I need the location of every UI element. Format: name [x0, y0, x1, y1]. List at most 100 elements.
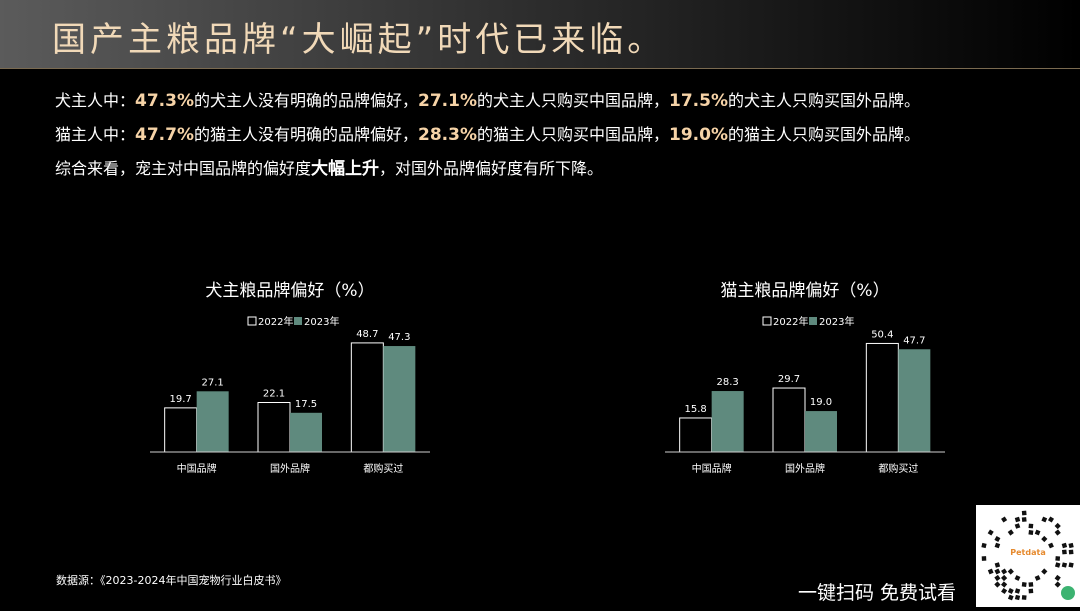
bar-2022年 — [772, 387, 806, 453]
bar-value-label: 47.7 — [903, 335, 925, 346]
qr-brand-label: Petdata — [1010, 548, 1045, 557]
legend-swatch — [809, 317, 817, 325]
qr-module — [1007, 568, 1014, 575]
title-bar: 国产主粮品牌“大崛起”时代已来临。 — [0, 0, 1080, 69]
summary-value: 17.5% — [669, 91, 728, 111]
bar-value-label: 27.1 — [202, 377, 224, 388]
legend-label: 2022年 — [773, 315, 808, 328]
dog-brand-chart: 犬主粮品牌偏好（%） 2022年 2023年 19.7 27.1 中国品牌 22.1 17.5… — [140, 276, 440, 490]
summary-value: 27.1% — [418, 91, 477, 111]
legend-swatch — [247, 316, 257, 326]
qr-module — [1007, 529, 1014, 536]
bar-2023年 — [805, 411, 837, 452]
summary-value: 47.7% — [135, 125, 194, 145]
qr-module — [1001, 568, 1008, 575]
qr-module — [1014, 575, 1021, 581]
legend-swatch — [294, 317, 302, 325]
bar-value-label: 17.5 — [295, 399, 317, 410]
qr-module — [1055, 556, 1061, 561]
chart-title: 犬主粮品牌偏好（%） — [205, 281, 374, 301]
bar-2022年 — [257, 401, 291, 453]
summary-value: 19.0% — [669, 125, 728, 145]
qr-module — [1014, 523, 1021, 529]
qr-module — [1021, 510, 1027, 516]
category-label: 都购买过 — [878, 462, 918, 475]
category-label: 国外品牌 — [785, 462, 825, 475]
qr-module — [1007, 588, 1014, 594]
qr-module — [1028, 523, 1034, 529]
qr-module — [1061, 542, 1068, 549]
bar-value-label: 50.4 — [871, 329, 893, 340]
qr-module — [994, 536, 1001, 542]
bar-2022年 — [164, 407, 198, 453]
bar-value-label: 19.0 — [810, 397, 832, 408]
qr-module — [1041, 568, 1048, 575]
summary-emphasis: 大幅上升 — [311, 159, 380, 179]
bar-value-label: 29.7 — [778, 374, 800, 385]
category-label: 中国品牌 — [177, 462, 217, 475]
qr-module — [1041, 516, 1048, 523]
qr-module — [1054, 581, 1061, 588]
qr-module — [981, 556, 987, 561]
qr-module — [1014, 516, 1021, 523]
dog-chart-svg: 犬主粮品牌偏好（%） 2022年 2023年 19.7 27.1 中国品牌 22.1 17.5… — [150, 281, 430, 475]
cat-chart-svg: 猫主粮品牌偏好（%） 2022年 2023年 15.8 28.3 中国品牌 29.7 19.0… — [665, 281, 945, 475]
bar-2022年 — [350, 342, 384, 453]
qr-module — [994, 581, 1001, 588]
category-label: 国外品牌 — [270, 462, 310, 475]
qr-code-icon: Petdata — [981, 510, 1075, 601]
qr-module — [1068, 562, 1074, 568]
qr-module — [1014, 588, 1021, 594]
category-label: 中国品牌 — [692, 462, 732, 475]
data-source: 数据源：《2023-2024年中国宠物行业白皮书》 — [56, 574, 287, 587]
page-title: 国产主粮品牌“大崛起”时代已来临。 — [52, 20, 666, 60]
qr-module — [1068, 549, 1074, 555]
bar-2022年 — [679, 417, 713, 453]
qr-module — [987, 529, 994, 536]
qr-module — [1047, 516, 1055, 523]
legend-label: 2023年 — [304, 315, 339, 328]
bar-value-label: 15.8 — [685, 404, 707, 415]
summary-text: 的犬主人只购买国外品牌。 — [728, 91, 921, 110]
summary-text: ，对国外品牌偏好度有所下降。 — [379, 159, 604, 178]
qr-module — [1021, 517, 1027, 522]
qr-module — [1001, 587, 1008, 595]
bar-value-label: 28.3 — [717, 377, 739, 388]
qr-code[interactable]: Petdata — [976, 505, 1080, 607]
qr-module — [987, 568, 994, 575]
qr-module — [1054, 529, 1061, 536]
summary-value: 28.3% — [418, 125, 477, 145]
qr-module — [1034, 575, 1041, 581]
bar-value-label: 48.7 — [356, 329, 378, 340]
summary-text: 综合来看，宠主对中国品牌的偏好度 — [55, 159, 312, 178]
qr-module — [1028, 530, 1034, 535]
summary-text: 的猫主人只购买国外品牌。 — [728, 125, 921, 144]
summary-text: 犬主人中： — [55, 91, 136, 110]
qr-module — [1068, 542, 1074, 549]
summary: 犬主人中：47.3%的犬主人没有明确的品牌偏好，27.1%的犬主人只购买中国品牌… — [55, 84, 1055, 186]
bar-2023年 — [711, 391, 744, 452]
legend-label: 2023年 — [819, 315, 854, 328]
chart-title: 猫主粮品牌偏好（%） — [720, 281, 889, 301]
qr-module — [1054, 522, 1061, 530]
qr-module — [1021, 582, 1027, 587]
qr-module — [1054, 562, 1061, 568]
qr-module — [1054, 574, 1061, 582]
bar-value-label: 22.1 — [263, 388, 285, 399]
qr-module — [1028, 588, 1034, 594]
qr-module — [1061, 549, 1067, 555]
cat-brand-chart: 猫主粮品牌偏好（%） 2022年 2023年 15.8 28.3 中国品牌 29.7 19.0… — [655, 276, 955, 490]
qr-module — [1048, 542, 1054, 549]
qr-module — [1034, 529, 1041, 536]
qr-module — [1021, 595, 1027, 600]
bar-2022年 — [865, 342, 899, 453]
qr-module — [1014, 594, 1021, 601]
qr-module — [994, 562, 1001, 568]
qr-module — [1001, 516, 1008, 523]
summary-text: 的猫主人没有明确的品牌偏好， — [194, 125, 419, 144]
summary-text: 猫主人中： — [55, 125, 136, 144]
qr-module — [1001, 581, 1008, 588]
qr-module — [994, 542, 1001, 549]
qr-module — [981, 542, 987, 549]
bar-2023年 — [290, 412, 322, 452]
